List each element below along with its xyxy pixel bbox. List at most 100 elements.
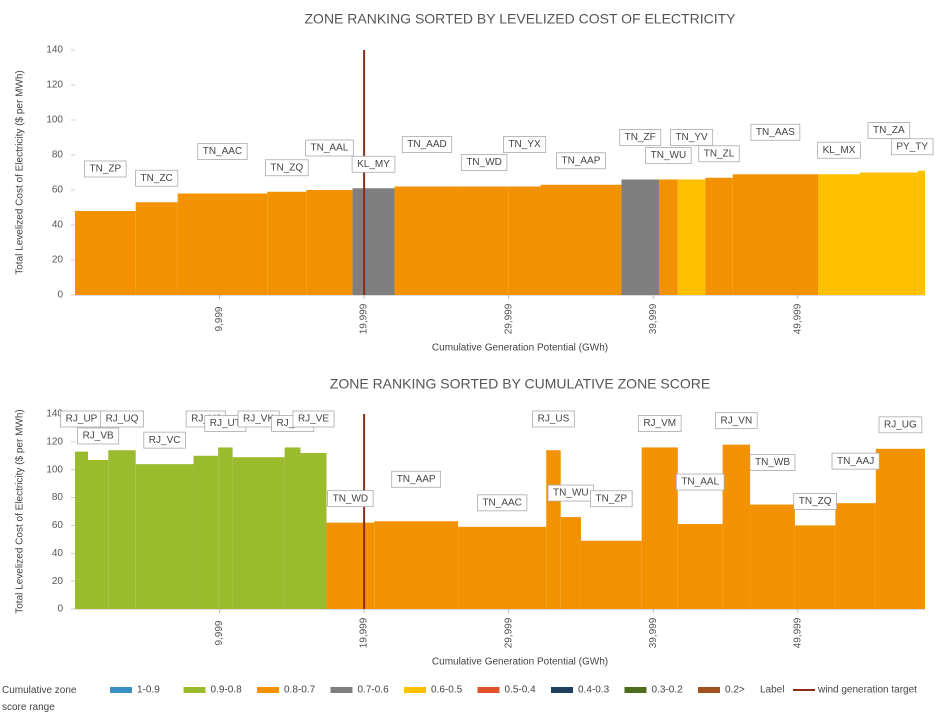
y-tick-label: 20 bbox=[52, 255, 64, 266]
bar bbox=[677, 524, 723, 609]
zone-label: PY_TY bbox=[890, 138, 934, 156]
x-tick-label: 49,999 bbox=[792, 617, 803, 648]
label-text: TN_YX bbox=[508, 139, 541, 150]
bar bbox=[540, 184, 622, 295]
label-box bbox=[460, 154, 508, 171]
label-text: TN_ZC bbox=[141, 173, 173, 184]
x-tick-label: 39,999 bbox=[648, 303, 659, 334]
zone-label: TN_ZP bbox=[590, 490, 633, 508]
bar bbox=[560, 517, 581, 609]
label-box bbox=[670, 129, 714, 146]
bar bbox=[508, 186, 541, 295]
legend-title: Cumulative zone score range bbox=[2, 685, 77, 713]
label-text: KL_MY bbox=[357, 159, 390, 170]
zone-label: KL_MY bbox=[351, 155, 396, 173]
bar bbox=[374, 521, 459, 609]
label-text: TN_ZA bbox=[873, 125, 905, 136]
x-tick-label: 9,999 bbox=[214, 620, 225, 645]
label-box bbox=[77, 427, 120, 445]
legend-label: 0.2> bbox=[725, 685, 745, 696]
bar bbox=[818, 174, 860, 295]
label-box bbox=[878, 416, 923, 434]
legend-title-line: Cumulative zone bbox=[2, 685, 77, 696]
label-box bbox=[831, 452, 880, 470]
label-text: TN_AAC bbox=[482, 497, 521, 508]
zone-label: TN_YX bbox=[503, 136, 547, 153]
label-text: RJ_UP bbox=[66, 414, 98, 425]
y-axis-label: Total Levelized Cost of Electricity ($ p… bbox=[15, 409, 26, 614]
label-text: PY_TY bbox=[896, 141, 928, 152]
bar bbox=[875, 448, 925, 609]
zone-label: TN_WU bbox=[547, 484, 595, 502]
label-text: TN_AAS bbox=[756, 127, 795, 138]
label-box bbox=[556, 152, 606, 170]
label-text: TN_ZF bbox=[625, 132, 656, 143]
legend-label: 1-0.9 bbox=[137, 685, 160, 696]
label-text: TN_ZQ bbox=[799, 496, 832, 507]
zone-label: RJ_UQ bbox=[100, 410, 144, 428]
legend-swatch bbox=[110, 687, 132, 693]
bar bbox=[326, 522, 375, 609]
legend-swatch bbox=[624, 687, 647, 693]
label-box bbox=[100, 410, 144, 428]
zone-label: RJ_UP bbox=[60, 410, 103, 428]
y-tick-label: 20 bbox=[52, 576, 64, 587]
bar bbox=[218, 447, 233, 609]
x-axis-label: Cumulative Generation Potential (GWh) bbox=[432, 343, 608, 354]
label-box bbox=[305, 139, 354, 157]
bar bbox=[108, 450, 136, 609]
label-box bbox=[143, 431, 186, 449]
zone-label: TN_ZQ bbox=[793, 493, 837, 510]
legend-label: 0.6-0.5 bbox=[431, 685, 463, 696]
label-box bbox=[890, 138, 934, 156]
x-tick-label: 29,999 bbox=[503, 617, 514, 648]
y-tick-label: 80 bbox=[52, 150, 64, 161]
label-box bbox=[477, 494, 528, 512]
bar bbox=[459, 186, 509, 295]
label-text: TN_AAP bbox=[397, 474, 436, 485]
legend-swatch bbox=[404, 687, 426, 693]
legend-label: 0.9-0.8 bbox=[211, 685, 243, 696]
y-tick-label: 140 bbox=[46, 45, 63, 56]
bar bbox=[677, 179, 706, 295]
bar bbox=[300, 453, 327, 609]
bar bbox=[75, 451, 89, 609]
bar bbox=[352, 188, 395, 295]
legend-swatch bbox=[257, 687, 279, 693]
zone-label: RJ_VC bbox=[143, 431, 186, 449]
bar bbox=[88, 459, 109, 609]
label-text: RJ_US bbox=[538, 414, 570, 425]
legend-swatch bbox=[330, 687, 353, 693]
legend-label: Label bbox=[760, 685, 784, 696]
y-tick-label: 40 bbox=[52, 548, 64, 559]
label-text: TN_AAP bbox=[561, 155, 600, 166]
x-tick-label: 19,999 bbox=[359, 617, 370, 648]
zone-label: TN_ZF bbox=[619, 129, 662, 146]
bar bbox=[306, 190, 353, 295]
label-box bbox=[637, 415, 682, 432]
legend-label: 0.5-0.4 bbox=[505, 685, 537, 696]
x-tick-label: 29,999 bbox=[503, 303, 514, 334]
zone-label: TN_AAL bbox=[305, 139, 354, 157]
label-text: TN_WU bbox=[651, 150, 687, 161]
label-box bbox=[817, 141, 861, 159]
y-tick-label: 100 bbox=[46, 464, 63, 475]
zone-label: TN_WD bbox=[327, 490, 374, 508]
bar bbox=[193, 455, 219, 609]
bar bbox=[75, 211, 136, 295]
zone-label: RJ_VN bbox=[715, 412, 758, 430]
label-text: RJ_VC bbox=[149, 435, 181, 446]
legend-swatch bbox=[183, 687, 206, 693]
bar bbox=[750, 504, 795, 609]
bar bbox=[458, 526, 547, 609]
zone-label: TN_WU bbox=[645, 147, 692, 164]
label-text: RJ_UT bbox=[210, 418, 241, 429]
zone-label: TN_ZQ bbox=[264, 159, 309, 177]
label-text: TN_AAL bbox=[311, 143, 349, 154]
zone-label: TN_AAP bbox=[556, 152, 606, 170]
label-box bbox=[675, 473, 725, 491]
legend-swatch bbox=[551, 687, 573, 693]
label-text: KL_MX bbox=[823, 145, 856, 156]
zone-label: TN_ZP bbox=[84, 160, 127, 178]
